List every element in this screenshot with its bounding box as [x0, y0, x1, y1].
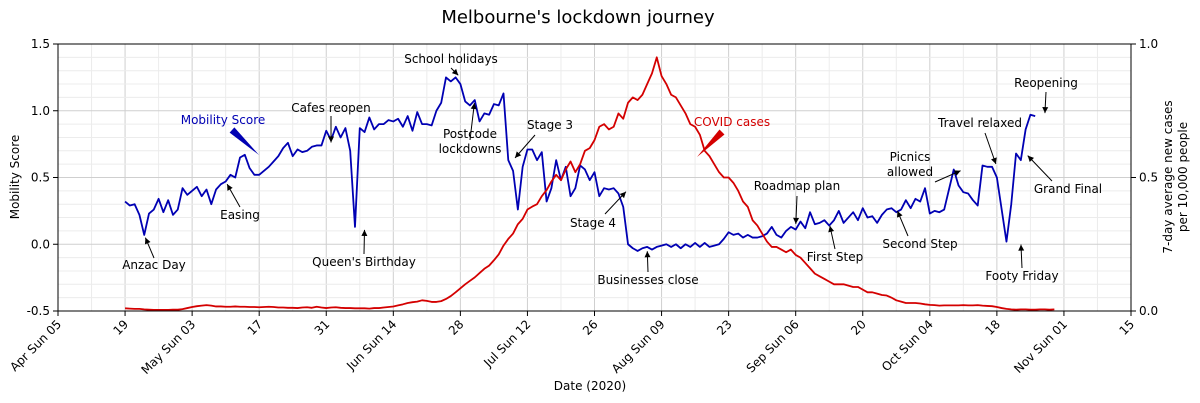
right-tick-label: 0.5	[1139, 171, 1158, 185]
right-axis-title-line-2: per 10,000 people	[1176, 122, 1190, 232]
annotation-arrowhead	[470, 103, 477, 110]
annotation-arrowhead	[644, 251, 651, 258]
x-tick-label: 23	[714, 317, 735, 338]
annotation-arrowhead	[227, 184, 233, 191]
left-tick-label: 0.0	[31, 237, 50, 251]
annotation-label: Businesses close	[597, 273, 698, 287]
annotation-label: First Step	[807, 250, 863, 264]
annotations: Anzac Day Easing Cafes reopen Queen's Birth…	[122, 52, 1102, 287]
x-tick-label: 15	[1116, 317, 1137, 338]
annotation-label: allowed	[887, 165, 933, 179]
annotation-label: Second Step	[882, 237, 957, 251]
annotation-label: Grand Final	[1034, 182, 1102, 196]
grid-lines	[57, 43, 1132, 312]
annotation-arrowhead	[991, 157, 997, 164]
x-tick-label: May Sun 03	[138, 317, 198, 377]
chart-title: Melbourne's lockdown journey	[441, 7, 715, 28]
annotation-arrowhead	[1042, 106, 1049, 114]
x-tick-label: 18	[982, 317, 1003, 338]
annotation-arrowhead	[144, 237, 151, 245]
annotation-arrowhead	[953, 170, 961, 176]
series-label-arrow	[229, 127, 259, 155]
left-tick-label: 1.0	[31, 104, 50, 118]
annotation-label: Anzac Day	[122, 258, 186, 272]
x-tick-label: Apr Sun 05	[7, 317, 64, 374]
x-tick-label: 31	[312, 317, 333, 338]
annotation-arrowhead	[328, 136, 335, 143]
x-tick-label: Jun Sun 14	[343, 317, 399, 373]
annotation-arrow	[469, 102, 475, 141]
x-axis-title: Date (2020)	[554, 379, 626, 393]
x-tick-label: Aug Sun 09	[609, 317, 668, 376]
annotation-label: Stage 4	[570, 216, 616, 230]
annotation-label: Picnics	[890, 150, 931, 164]
annotation-arrowhead	[793, 217, 800, 224]
series-line-covid-cases	[125, 56, 1055, 311]
annotation-arrowhead	[515, 151, 522, 158]
x-tick-label: Jul Sun 12	[480, 317, 533, 370]
left-tick-label: 1.5	[31, 37, 50, 51]
left-axis-title: Mobility Score	[8, 135, 22, 220]
annotation-label: Cafes reopen	[291, 101, 370, 115]
series-label-covid-cases: COVID cases	[694, 115, 770, 129]
x-tick-label: Sep Sun 06	[744, 317, 802, 375]
annotation-arrowhead	[361, 229, 368, 236]
x-tick-label: 19	[110, 317, 131, 338]
annotation-arrowhead	[619, 191, 626, 199]
left-tick-label: -0.5	[27, 304, 50, 318]
right-tick-label: 1.0	[1139, 37, 1158, 51]
x-tick-label: Nov Sun 01	[1011, 317, 1070, 376]
series-label-mobility-score: Mobility Score	[181, 113, 266, 127]
annotation-label: Stage 3	[527, 118, 573, 132]
annotation-label: Queen's Birthday	[312, 255, 416, 269]
annotation-label: Footy Friday	[985, 269, 1058, 283]
annotation-label: Postcode	[443, 127, 497, 141]
annotation-arrowhead	[1018, 244, 1025, 251]
annotation-label: Roadmap plan	[754, 179, 841, 193]
x-tick-label: Oct Sun 04	[879, 317, 936, 374]
axes: -0.5 0.0 0.5 1.0 1.5 0.0 0.5 1.0 Apr Sun 05 19 May…	[7, 37, 1158, 377]
series-labels: Mobility Score COVID cases	[181, 113, 770, 157]
right-axis-title-line-1: 7-day average new cases	[1161, 100, 1175, 253]
x-tick-label: 17	[245, 317, 266, 338]
annotation-label: Easing	[220, 208, 260, 222]
annotation-label: School holidays	[404, 52, 498, 66]
x-tick-label: 28	[446, 317, 467, 338]
series-label-arrow	[697, 129, 725, 157]
annotation-label: Reopening	[1014, 76, 1078, 90]
left-tick-label: 0.5	[31, 171, 50, 185]
annotation-arrowhead	[828, 225, 835, 233]
x-tick-label: 20	[848, 317, 869, 338]
annotation-label: Travel relaxed	[937, 116, 1022, 130]
x-tick-label: 26	[580, 317, 601, 338]
right-tick-label: 0.0	[1139, 304, 1158, 318]
annotation-arrowhead	[1027, 155, 1035, 163]
series-layer	[124, 56, 1055, 311]
annotation-arrowhead	[451, 68, 459, 76]
annotation-label: lockdowns	[439, 142, 502, 156]
annotation-arrowhead	[897, 210, 903, 218]
